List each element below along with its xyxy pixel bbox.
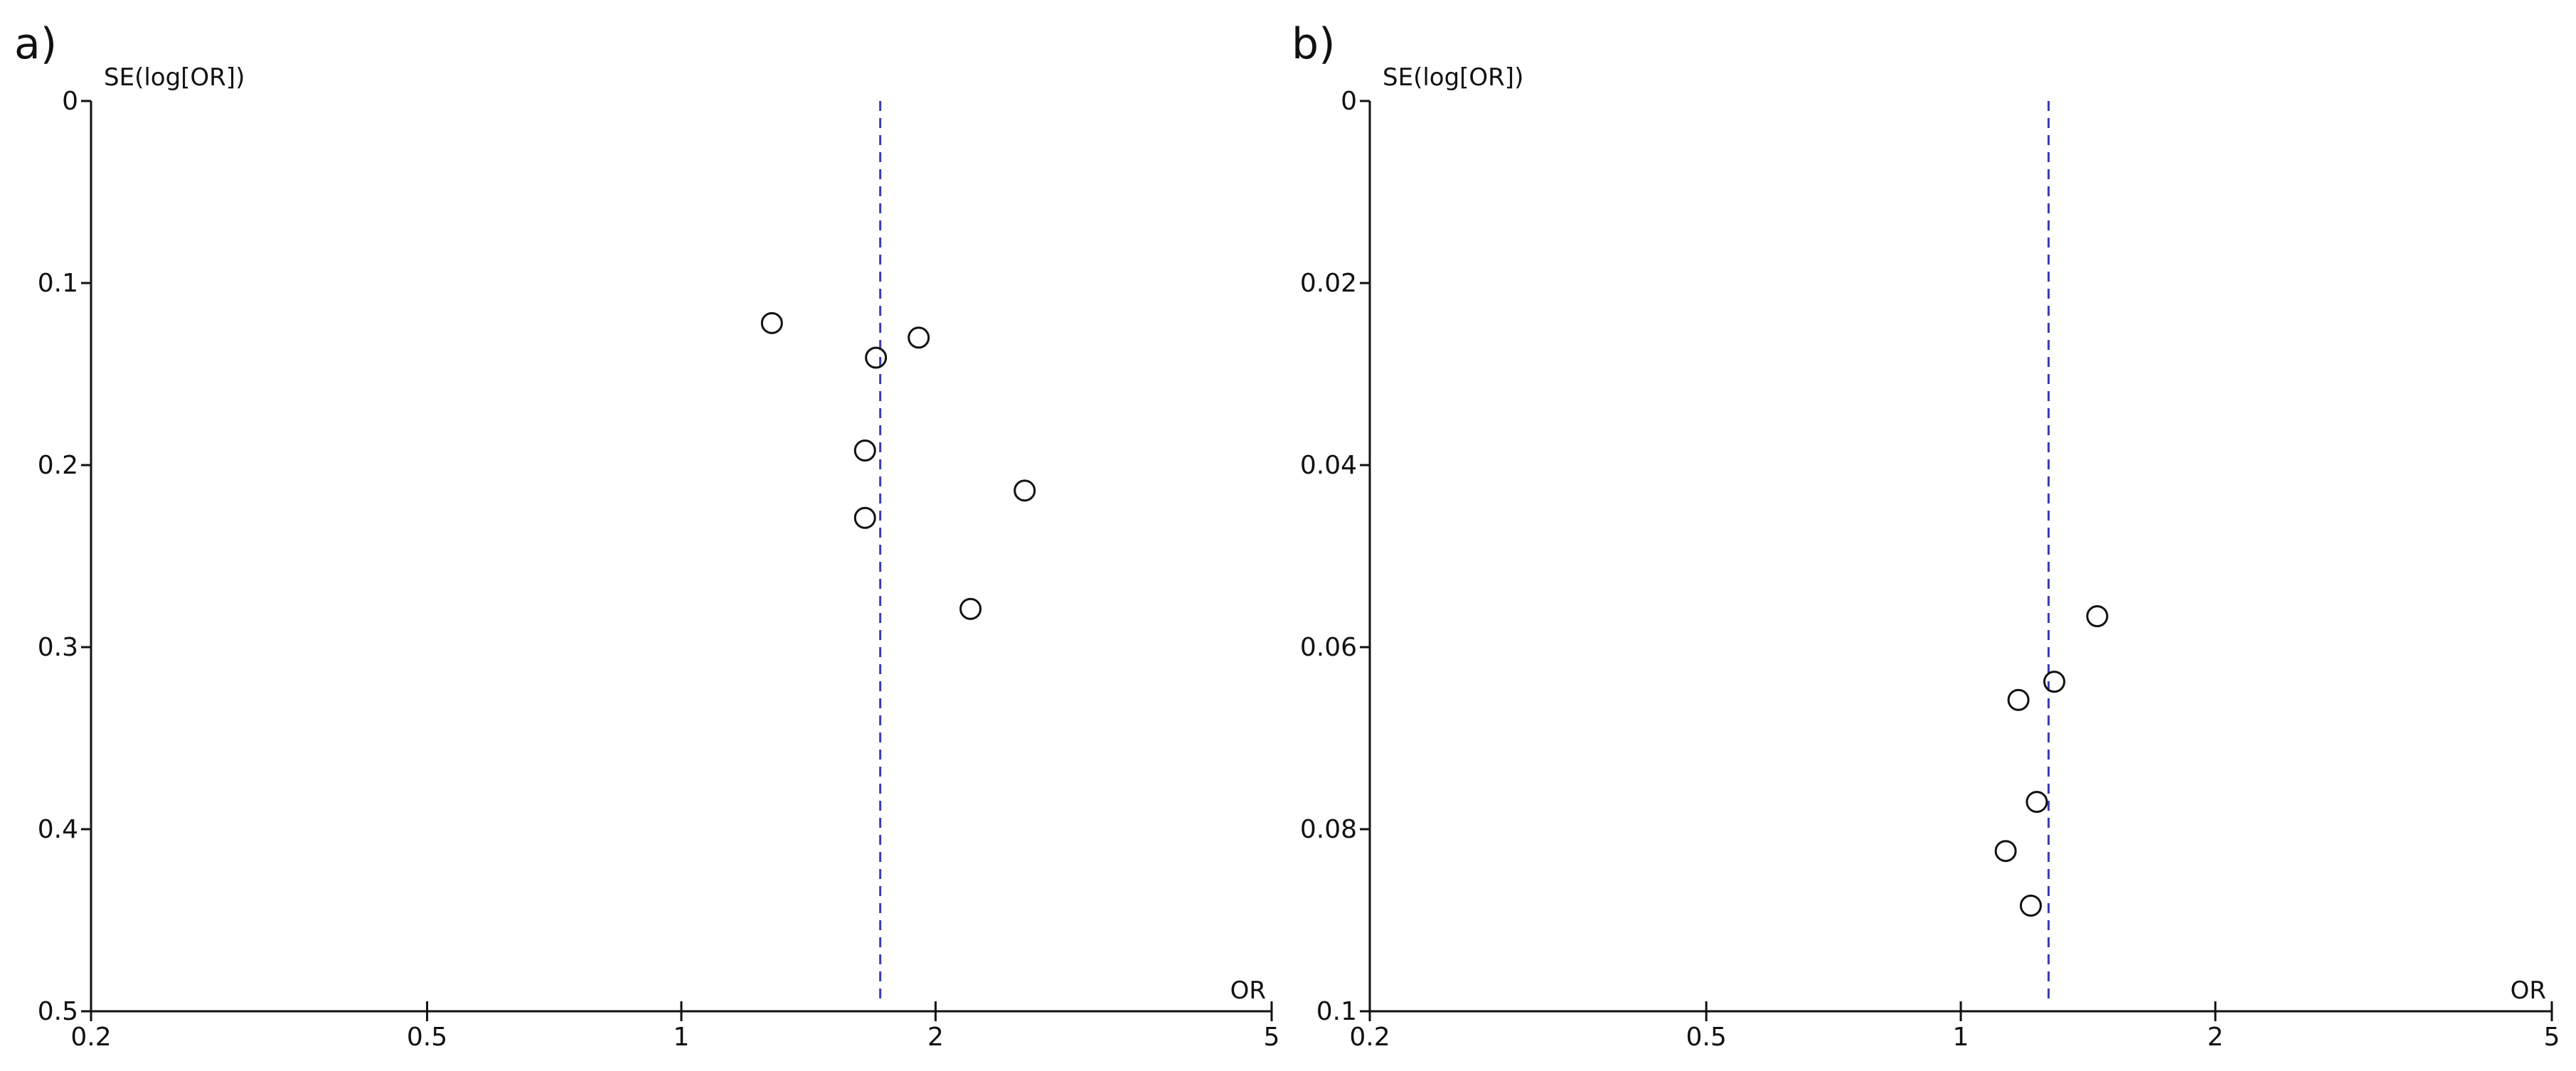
y-tick-label: 0.1 [38,269,78,298]
y-tick-label: 0.06 [1300,633,1357,662]
study-point [760,311,783,334]
x-tick-label: 0.2 [1349,1023,1390,1052]
x-tick-label: 0.2 [70,1023,111,1052]
y-axis-title: SE(log[OR]) [1383,63,1523,92]
study-point [2019,895,2042,917]
x-axis-title: OR [2511,976,2546,1005]
study-point [2086,604,2109,627]
y-tick-label: 0.3 [38,633,78,662]
y-tick-label: 0.02 [1300,269,1357,298]
y-tick-label: 0.04 [1300,451,1357,480]
y-tick-label: 0.1 [1316,997,1357,1026]
x-tick-label: 0.5 [1686,1023,1726,1052]
study-point [2026,791,2048,814]
study-point [2043,671,2065,693]
study-point [1994,840,2017,863]
y-axis-title: SE(log[OR]) [104,63,245,92]
study-point [1013,479,1036,502]
y-tick-label: 0.2 [38,451,78,480]
x-tick-label: 5 [1264,1023,1280,1052]
study-point [908,326,930,349]
y-tick-label: 0 [62,87,78,116]
panel-label: b) [1292,19,1336,69]
x-tick-label: 2 [2207,1023,2223,1052]
y-tick-label: 0.08 [1300,815,1357,844]
study-point [865,346,888,369]
y-tick-label: 0.4 [38,815,78,844]
x-tick-label: 5 [2544,1023,2560,1052]
study-point [959,597,982,620]
x-tick-label: 2 [927,1023,944,1052]
y-tick-label: 0.5 [38,997,78,1026]
panel-label: a) [14,19,57,69]
study-point [2007,688,2030,711]
x-tick-label: 1 [1953,1023,1969,1052]
study-point [853,439,876,462]
x-tick-label: 0.5 [407,1023,447,1052]
study-point [853,506,876,529]
funnel-plot-panel: b) SE(log[OR]) OR 0 0.02 0.04 0.06 0.08 0.10.2 0.… [1292,19,2560,1052]
x-tick-label: 1 [674,1023,690,1052]
x-axis-title: OR [1230,976,1266,1005]
y-tick-label: 0 [1341,87,1357,116]
